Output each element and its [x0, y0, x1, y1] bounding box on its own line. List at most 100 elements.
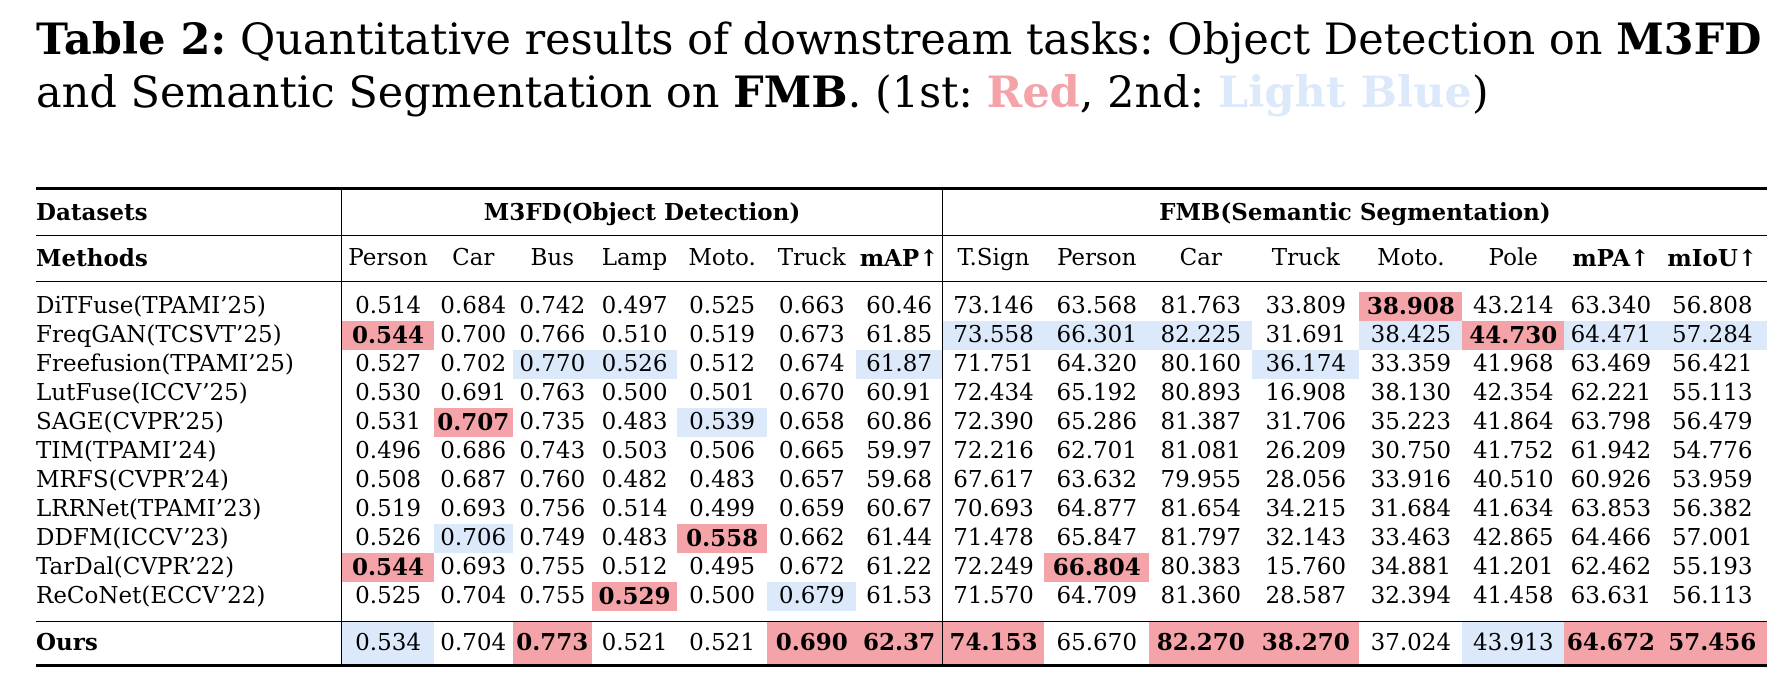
- value-cell: 41.458: [1472, 583, 1554, 609]
- value-cell: 31.691: [1265, 322, 1347, 348]
- value-cell: 65.670: [1056, 630, 1137, 656]
- value-cell: 0.531: [341, 408, 434, 437]
- table-row: TarDal(CVPR’22) 0.544 0.693 0.755 0.512 0.495…: [36, 553, 1767, 582]
- value-cell: 0.755: [519, 583, 586, 609]
- value-cell: 43.214: [1472, 293, 1554, 319]
- value-cell: 0.702: [440, 351, 507, 377]
- value-cell: 57.456: [1657, 622, 1767, 666]
- value-cell: 56.421: [1672, 351, 1753, 377]
- value-cell: 82.270: [1149, 622, 1253, 666]
- column-header: Person: [1056, 245, 1137, 271]
- value-cell: 61.22: [866, 554, 932, 580]
- method-name: TarDal(CVPR’22): [36, 554, 235, 580]
- table-caption: Table 2: Quantitative results of downstr…: [36, 14, 1776, 120]
- spacer-cell: [1462, 611, 1564, 622]
- value-cell: 0.526: [341, 524, 434, 553]
- value-cell: 54.776: [1672, 438, 1753, 464]
- value-cell: 63.632: [1056, 467, 1137, 493]
- header-rule-row: [36, 235, 1767, 236]
- value-cell: 41.968: [1472, 351, 1554, 377]
- value-cell: 0.756: [519, 496, 586, 522]
- value-cell: 64.672: [1564, 622, 1658, 666]
- value-cell: 43.913: [1462, 622, 1565, 666]
- column-header: Truck: [1271, 245, 1340, 271]
- ours-rule-row: [36, 621, 1767, 622]
- group-m3fd: M3FD(Object Detection): [341, 190, 943, 236]
- spacer-cell: [1044, 282, 1149, 292]
- value-cell: 0.659: [778, 496, 845, 522]
- value-cell: 30.750: [1370, 438, 1452, 464]
- column-header: Car: [1179, 245, 1222, 271]
- table-row: SAGE(CVPR’25) 0.531 0.707 0.735 0.483 0.539 0.…: [36, 408, 1767, 437]
- value-cell: 57.284: [1657, 321, 1767, 350]
- value-cell: 0.482: [601, 467, 668, 493]
- value-cell: 0.534: [341, 622, 434, 666]
- value-cell: 53.959: [1672, 467, 1753, 493]
- value-cell: 0.495: [689, 554, 756, 580]
- value-cell: 42.354: [1472, 380, 1554, 406]
- value-cell: 0.662: [778, 525, 845, 551]
- value-cell: 34.215: [1265, 496, 1347, 522]
- value-cell: 0.686: [440, 438, 507, 464]
- value-cell: 38.270: [1252, 622, 1360, 666]
- value-cell: 0.526: [592, 350, 677, 379]
- header-rule: [36, 235, 1767, 236]
- caption-text-d: , 2nd:: [1079, 68, 1218, 118]
- value-cell: 61.942: [1570, 438, 1652, 464]
- value-cell: 33.463: [1370, 525, 1452, 551]
- value-cell: 71.570: [941, 582, 1045, 611]
- method-name: TIM(TPAMI’24): [36, 438, 217, 464]
- header-rule: [36, 621, 1767, 622]
- value-cell: 44.730: [1462, 321, 1565, 350]
- table-row: LRRNet(TPAMI’23) 0.519 0.693 0.756 0.514 0.49…: [36, 495, 1767, 524]
- method-name: DiTFuse(TPAMI’25): [36, 293, 266, 319]
- value-cell: 61.53: [866, 583, 932, 609]
- value-cell: 63.340: [1570, 293, 1652, 319]
- value-cell: 67.617: [941, 466, 1045, 495]
- value-cell: 71.478: [941, 524, 1045, 553]
- value-cell: 0.519: [341, 495, 434, 524]
- spacer-row-bottom: [36, 611, 1767, 622]
- value-cell: 56.382: [1672, 496, 1753, 522]
- method-name: LRRNet(TPAMI’23): [36, 496, 262, 522]
- value-cell: 60.91: [866, 380, 932, 406]
- value-cell: 0.483: [601, 409, 668, 435]
- value-cell: 0.706: [433, 524, 513, 553]
- value-cell: 0.501: [689, 380, 756, 406]
- value-cell: 65.192: [1056, 380, 1137, 406]
- caption-label: Table 2:: [36, 15, 227, 65]
- caption-text-e: ): [1471, 68, 1489, 118]
- value-cell: 0.684: [440, 293, 507, 319]
- spacer-cell: [856, 611, 942, 622]
- method-name: Freefusion(TPAMI’25): [36, 351, 294, 377]
- value-cell: 0.514: [341, 292, 434, 321]
- value-cell: 41.864: [1472, 409, 1554, 435]
- spacer-cell: [941, 611, 1045, 622]
- column-header: Bus: [530, 245, 575, 271]
- spacer-cell: [1252, 282, 1359, 292]
- column-header: mPA↑: [1572, 245, 1650, 272]
- method-name: Ours: [36, 629, 98, 656]
- method-name: SAGE(CVPR’25): [36, 409, 224, 435]
- value-cell: 32.143: [1265, 525, 1347, 551]
- header-rule: [36, 664, 1767, 668]
- column-header: Lamp: [601, 245, 668, 271]
- value-cell: 0.496: [341, 437, 434, 466]
- value-cell: 0.521: [689, 630, 756, 656]
- spacer-cell: [592, 282, 677, 292]
- spacer-row: [36, 282, 1767, 292]
- value-cell: 64.471: [1564, 321, 1658, 350]
- spacer-cell: [856, 282, 942, 292]
- value-cell: 0.519: [689, 322, 756, 348]
- method-name: LutFuse(ICCV’25): [36, 380, 248, 406]
- spacer-cell: [1149, 611, 1252, 622]
- value-cell: 15.760: [1265, 554, 1347, 580]
- top-rule: [36, 187, 1767, 190]
- value-cell: 26.209: [1265, 438, 1347, 464]
- value-cell: 41.752: [1472, 438, 1554, 464]
- value-cell: 0.521: [601, 630, 668, 656]
- value-cell: 0.763: [519, 380, 586, 406]
- value-cell: 74.153: [941, 622, 1045, 666]
- spacer-cell: [1252, 611, 1359, 622]
- value-cell: 63.631: [1570, 583, 1652, 609]
